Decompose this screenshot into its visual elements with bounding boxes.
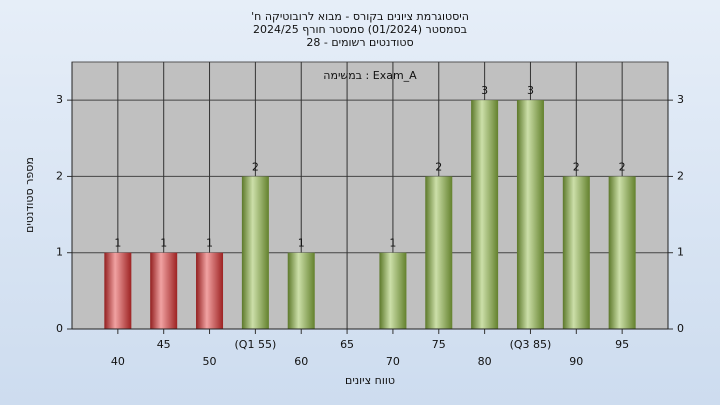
x-tick-label: 45 [157,338,171,351]
data-label: 2 [573,160,580,173]
data-label: 1 [206,237,213,250]
y2-tick-label: 2 [677,169,684,182]
bar [471,100,499,330]
y-axis-title: מספר סטודנטים [23,157,36,233]
bar [379,252,407,329]
x-tick-label: 65 [340,338,354,351]
x-tick-label: 80 [478,355,492,368]
bar [425,176,453,329]
x-tick-label: 40 [111,355,125,368]
data-label: 3 [481,84,488,97]
bar [562,176,590,329]
data-label: 2 [435,160,442,173]
x-tick-label: 90 [569,355,583,368]
x-tick-label: (Q1 55) [235,338,277,351]
data-label: 2 [619,160,626,173]
y-tick-label: 3 [56,93,63,106]
x-tick-label: (Q3 85) [510,338,552,351]
data-label: 1 [160,237,167,250]
data-label: 2 [252,160,259,173]
y-tick-label: 0 [56,322,63,335]
y2-tick-label: 0 [677,322,684,335]
bar [287,252,315,329]
y2-tick-label: 1 [677,246,684,259]
data-label: 1 [114,237,121,250]
x-axis-title: טווח ציונים [345,374,395,387]
data-label: 1 [389,237,396,250]
chart-subtitle: סטודנטים רשומים - 28 [306,36,413,49]
data-label: 1 [298,237,305,250]
bar [104,252,132,329]
data-label: 3 [527,84,534,97]
x-tick-label: 60 [294,355,308,368]
x-tick-label: 70 [386,355,400,368]
bar [516,100,544,330]
chart-subtitle: בסמסטר (01/2024) סמסטר חורף 2024/25 [253,23,467,36]
y2-tick-label: 3 [677,93,684,106]
bar [150,252,178,329]
bar [241,176,269,329]
y-tick-label: 1 [56,246,63,259]
x-tick-label: 75 [432,338,446,351]
y-tick-label: 2 [56,169,63,182]
bar [196,252,224,329]
chart-title: היסטוגרמת ציונים בקורס - מבוא לרובוטיקה … [251,10,469,23]
x-tick-label: 50 [203,355,217,368]
x-tick-label: 95 [615,338,629,351]
annotation: במשימה : Exam_A [323,69,417,82]
bar [608,176,636,329]
